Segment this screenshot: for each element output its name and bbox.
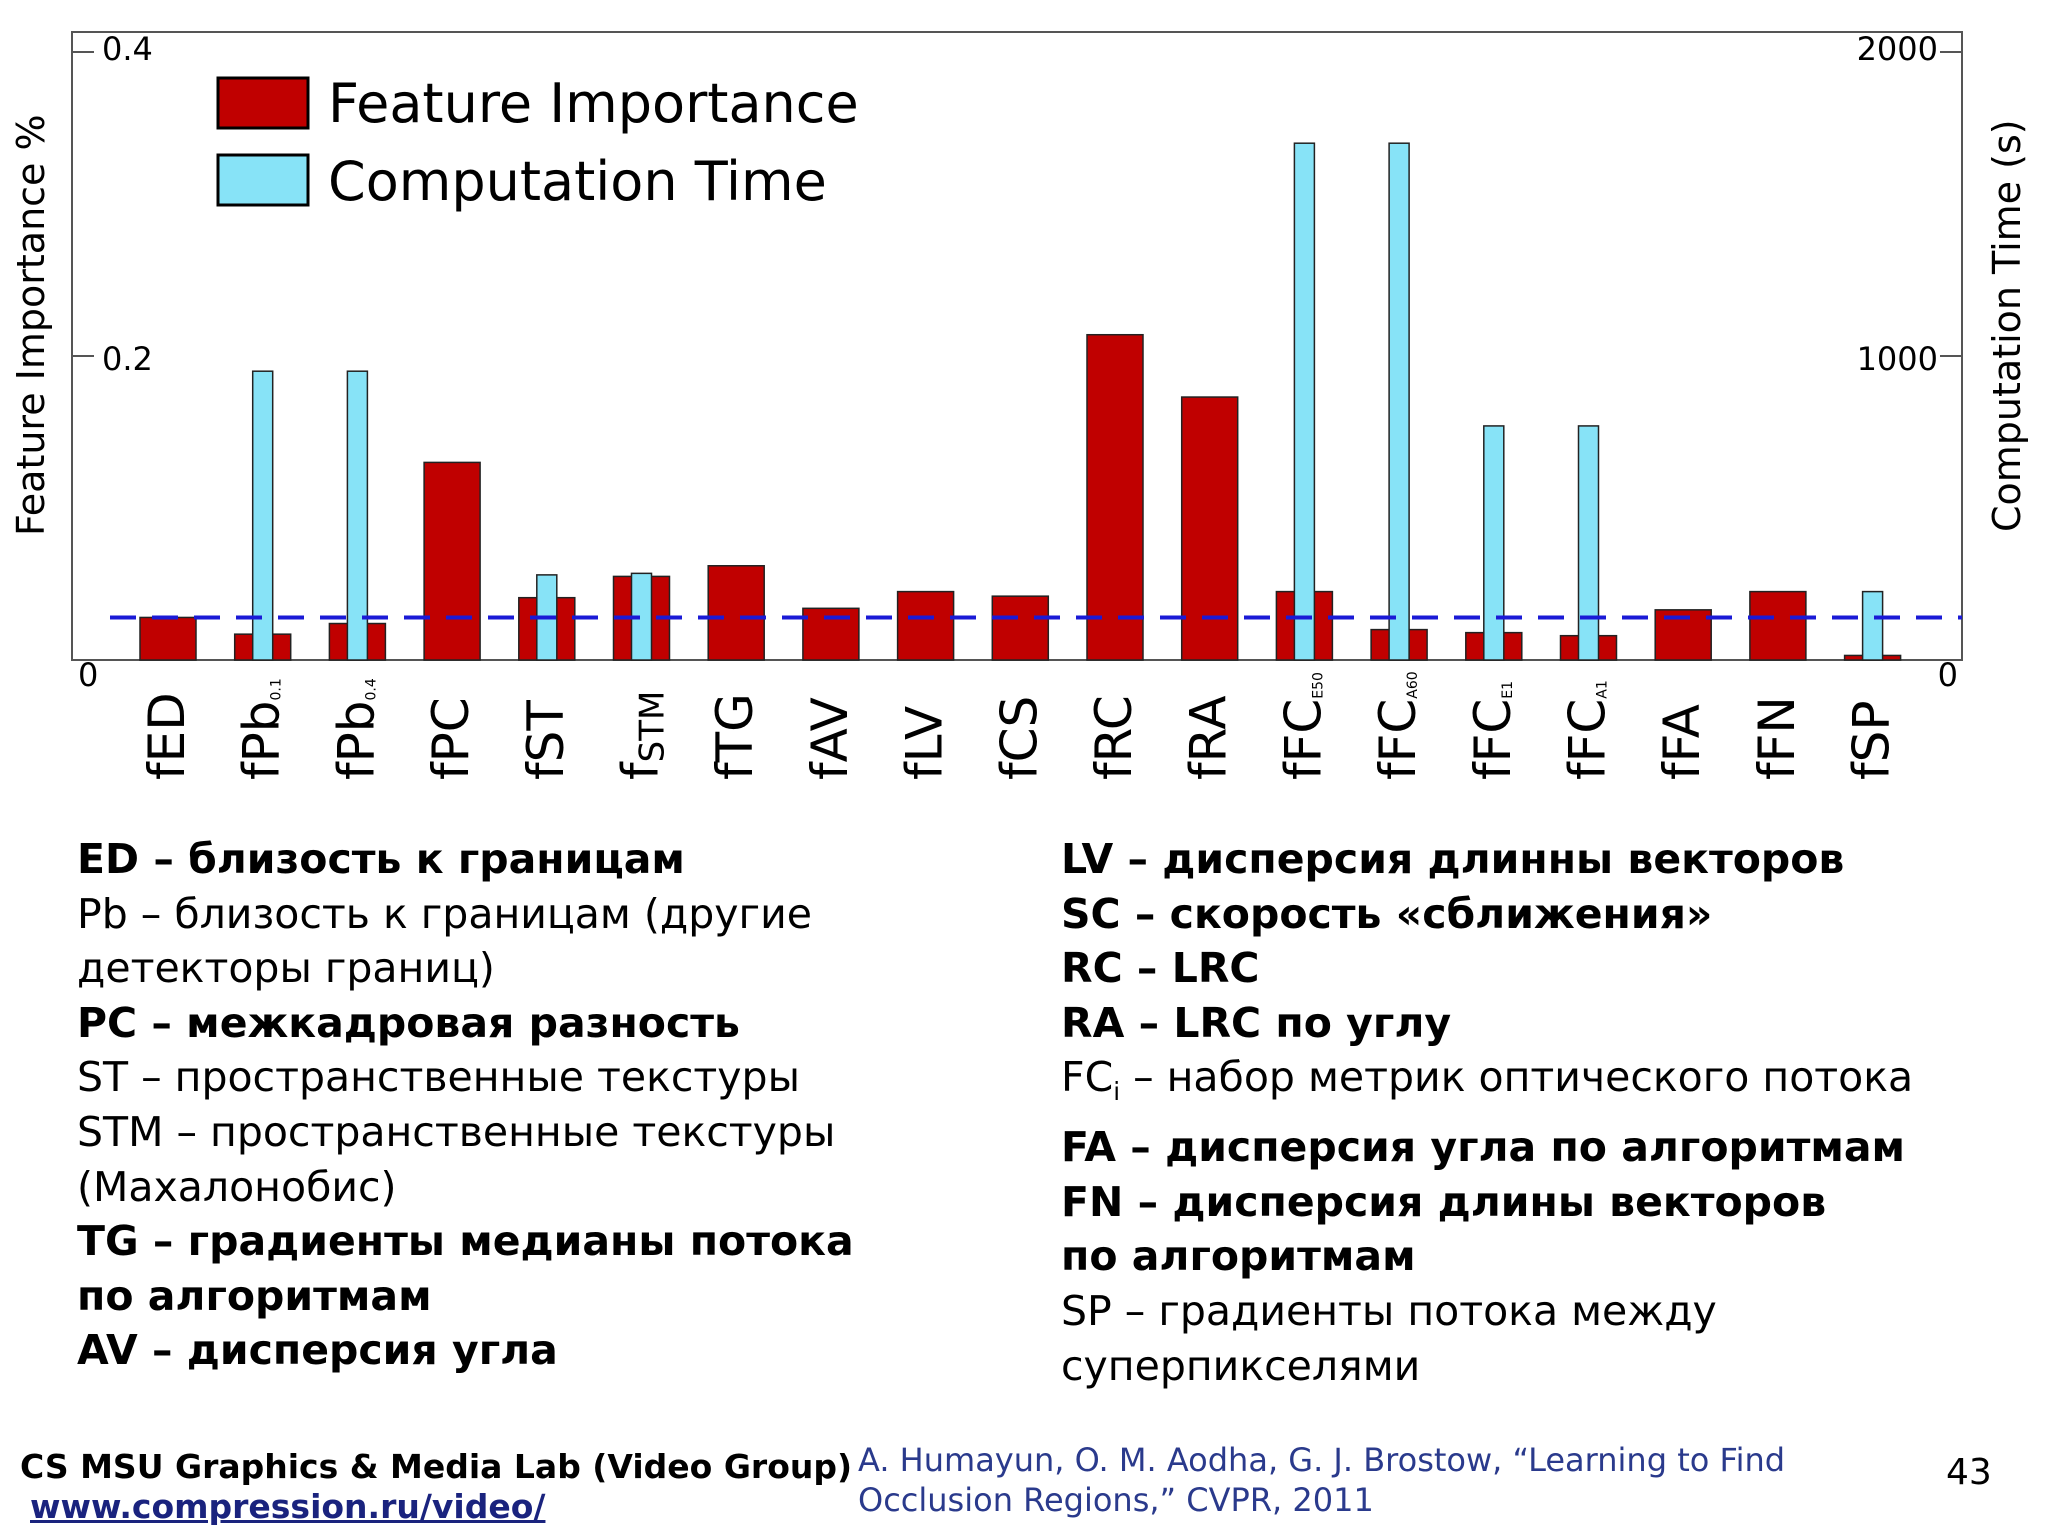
abbreviation-line: SP – градиенты потока между <box>1061 1286 1717 1335</box>
legend-label-importance: Feature Importance <box>328 72 859 135</box>
bar-computation-time <box>346 370 369 661</box>
x-tick-label: fSP <box>1843 701 1901 781</box>
lab-url-link[interactable]: www.compression.ru/video/ <box>30 1487 546 1526</box>
bar-feature-importance <box>1180 396 1239 661</box>
abbreviation-line: TG – градиенты медианы потока <box>77 1217 854 1266</box>
abbreviation-line: по алгоритмам <box>77 1271 432 1320</box>
lab-name: CS MSU Graphics & Media Lab (Video Group… <box>20 1447 853 1486</box>
x-tick-label: fED <box>138 692 196 780</box>
citation-line-2: Occlusion Regions,” CVPR, 2011 <box>858 1481 1374 1519</box>
abbreviation-list-left: ED – близость к границам Pb – близость к … <box>77 832 854 1378</box>
abbreviation-line: по алгоритмам <box>1061 1232 1416 1281</box>
x-tick-label: fFCA1 <box>1559 680 1617 780</box>
x-tick-label: fSTM <box>612 691 673 780</box>
abbreviation-line: LV – дисперсия длинны векторов <box>1061 835 1845 883</box>
bar-computation-time <box>1861 590 1884 661</box>
x-tick-label: fRA <box>1180 695 1238 780</box>
abbreviation-line: суперпикселями <box>1061 1341 1421 1390</box>
abbreviation-line: RA – LRC по углу <box>1061 998 1452 1047</box>
bar-computation-time <box>251 370 274 661</box>
y-axis-left-label: Feature Importance % <box>9 114 53 536</box>
citation-line-1: A. Humayun, O. M. Aodha, G. J. Brostow, … <box>858 1441 1786 1479</box>
y-right-tick-label: 1000 <box>1857 340 1938 378</box>
abbreviation-line: FCi – набор метрик оптического потока <box>1061 1053 1914 1107</box>
bar-feature-importance <box>423 461 481 661</box>
bar-computation-time <box>1577 425 1600 661</box>
abbreviation-line: (Махалонобис) <box>77 1162 397 1211</box>
x-tick-label: fAV <box>801 697 859 780</box>
y-left-tick-label: 0.2 <box>102 340 153 378</box>
bar-feature-importance <box>707 565 765 661</box>
abbreviation-line: FN – дисперсия длины векторов <box>1061 1177 1827 1226</box>
bar-computation-time <box>1293 142 1316 661</box>
bar-feature-importance <box>991 595 1050 661</box>
x-tick-label: fFA <box>1653 704 1711 780</box>
abbreviation-line: Pb – близость к границам (другие <box>77 889 812 938</box>
x-tick-label: fFCE50 <box>1274 672 1332 780</box>
x-tick-label: fST <box>517 700 575 780</box>
y-right-tick-label: 2000 <box>1857 30 1938 68</box>
abbreviation-line: RC – LRC <box>1061 944 1260 993</box>
abbreviation-list-right: LV – дисперсия длинны векторов SC – скоро… <box>1061 832 1913 1393</box>
x-tick-label: fLV <box>896 706 954 780</box>
y-left-tick-label: 0.4 <box>102 30 153 68</box>
abbreviation-line: AV – дисперсия угла <box>77 1326 558 1375</box>
legend-swatch-computation <box>216 153 310 207</box>
bar-feature-importance <box>139 616 197 661</box>
abbreviation-line: ED – близость к границам <box>77 835 685 883</box>
bar-computation-time <box>1483 425 1505 661</box>
abbreviation-line: PC – межкадровая разность <box>77 998 740 1047</box>
x-tick-label: fRC <box>1085 695 1143 780</box>
citation: A. Humayun, O. M. Aodha, G. J. Brostow, … <box>858 1440 1785 1520</box>
x-tick-label: fFCE1 <box>1464 681 1522 780</box>
abbreviation-line: FA – дисперсия угла по алгоритмам <box>1061 1123 1906 1172</box>
x-tick-label: fCS <box>990 696 1048 780</box>
legend-label-computation: Computation Time <box>328 150 827 213</box>
abbreviation-line: детекторы границ) <box>77 944 495 993</box>
y-left-tick-label: 0 <box>78 656 98 694</box>
page-number: 43 <box>1946 1452 1992 1493</box>
x-tick-label: fPb0.4 <box>327 678 385 780</box>
abbreviation-line: ST – пространственные текстуры <box>77 1053 800 1102</box>
x-tick-label: fTG <box>706 693 764 780</box>
x-tick-label: fPC <box>422 697 480 780</box>
bar-feature-importance <box>1749 590 1807 661</box>
x-tick-label: fFN <box>1748 696 1806 780</box>
feature-chart: 0 0.2 0.4 0 1000 2000 fED fPb0.1 fPb0.4 fPC fST fS… <box>9 30 2029 781</box>
x-tick-label: fPb0.1 <box>233 678 291 780</box>
y-right-tick-label: 0 <box>1938 656 1958 694</box>
legend-swatch-importance <box>216 76 310 130</box>
abbreviation-line: STM – пространственные текстуры <box>77 1107 836 1156</box>
bar-computation-time <box>1388 142 1410 661</box>
x-tick-label: fFCA60 <box>1369 671 1427 780</box>
abbreviation-line: SC – скорость «сближения» <box>1061 889 1713 938</box>
y-axis-right-label: Computation Time (s) <box>1985 119 2029 532</box>
bar-feature-importance <box>1086 333 1144 661</box>
bar-feature-importance <box>896 590 955 661</box>
